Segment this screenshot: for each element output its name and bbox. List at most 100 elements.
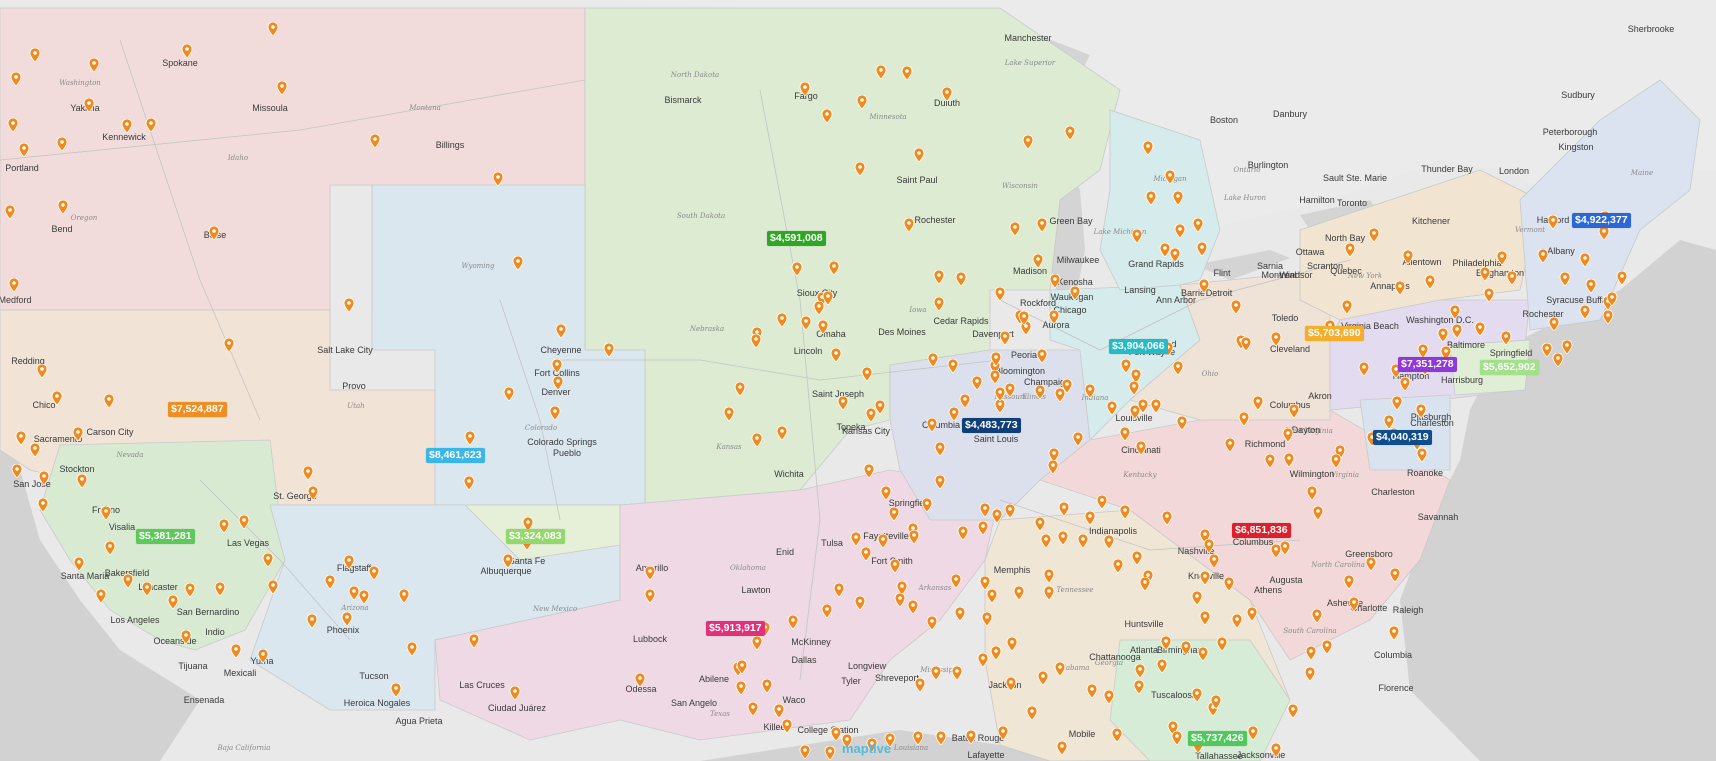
location-pin-icon[interactable] bbox=[1026, 706, 1038, 720]
location-pin-icon[interactable] bbox=[1150, 399, 1162, 413]
location-pin-icon[interactable] bbox=[991, 509, 1003, 523]
location-pin-icon[interactable] bbox=[1048, 310, 1060, 324]
location-pin-icon[interactable] bbox=[959, 394, 971, 408]
location-pin-icon[interactable] bbox=[15, 431, 27, 445]
location-pin-icon[interactable] bbox=[100, 506, 112, 520]
location-pin-icon[interactable] bbox=[1199, 611, 1211, 625]
location-pin-icon[interactable] bbox=[1288, 404, 1300, 418]
location-pin-icon[interactable] bbox=[267, 22, 279, 36]
location-pin-icon[interactable] bbox=[512, 256, 524, 270]
territory-total-label[interactable]: $7,351,278 bbox=[1398, 357, 1457, 372]
location-pin-icon[interactable] bbox=[1440, 346, 1452, 360]
location-pin-icon[interactable] bbox=[1365, 557, 1377, 571]
location-pin-icon[interactable] bbox=[238, 515, 250, 529]
location-pin-icon[interactable] bbox=[1131, 229, 1143, 243]
location-pin-icon[interactable] bbox=[761, 679, 773, 693]
location-pin-icon[interactable] bbox=[72, 427, 84, 441]
location-pin-icon[interactable] bbox=[880, 486, 892, 500]
location-pin-icon[interactable] bbox=[830, 348, 842, 362]
location-pin-icon[interactable] bbox=[468, 634, 480, 648]
location-pin-icon[interactable] bbox=[1270, 743, 1282, 757]
location-pin-icon[interactable] bbox=[776, 426, 788, 440]
location-pin-icon[interactable] bbox=[990, 646, 1002, 660]
location-pin-icon[interactable] bbox=[954, 607, 966, 621]
location-pin-icon[interactable] bbox=[821, 109, 833, 123]
location-pin-icon[interactable] bbox=[1072, 432, 1084, 446]
location-pin-icon[interactable] bbox=[1343, 575, 1355, 589]
location-pin-icon[interactable] bbox=[1616, 271, 1628, 285]
location-pin-icon[interactable] bbox=[1174, 224, 1186, 238]
location-pin-icon[interactable] bbox=[896, 581, 908, 595]
location-pin-icon[interactable] bbox=[267, 580, 279, 594]
location-pin-icon[interactable] bbox=[324, 575, 336, 589]
location-pin-icon[interactable] bbox=[603, 343, 615, 357]
location-pin-icon[interactable] bbox=[1279, 541, 1291, 555]
location-pin-icon[interactable] bbox=[341, 612, 353, 626]
location-pin-icon[interactable] bbox=[37, 498, 49, 512]
location-pin-icon[interactable] bbox=[1424, 275, 1436, 289]
location-pin-icon[interactable] bbox=[1579, 305, 1591, 319]
location-pin-icon[interactable] bbox=[874, 400, 886, 414]
location-pin-icon[interactable] bbox=[492, 172, 504, 186]
location-pin-icon[interactable] bbox=[343, 298, 355, 312]
location-pin-icon[interactable] bbox=[358, 590, 370, 604]
location-pin-icon[interactable] bbox=[181, 44, 193, 58]
location-pin-icon[interactable] bbox=[1197, 647, 1209, 661]
territory-total-label[interactable]: $4,483,773 bbox=[962, 418, 1021, 433]
territory-total-label[interactable]: $5,737,426 bbox=[1188, 731, 1247, 746]
location-pin-icon[interactable] bbox=[750, 334, 762, 348]
location-pin-icon[interactable] bbox=[552, 376, 564, 390]
location-pin-icon[interactable] bbox=[1103, 535, 1115, 549]
location-pin-icon[interactable] bbox=[1210, 695, 1222, 709]
location-pin-icon[interactable] bbox=[1018, 311, 1030, 325]
location-pin-icon[interactable] bbox=[1064, 126, 1076, 140]
location-pin-icon[interactable] bbox=[933, 297, 945, 311]
location-pin-icon[interactable] bbox=[1120, 359, 1132, 373]
location-pin-icon[interactable] bbox=[957, 526, 969, 540]
location-pin-icon[interactable] bbox=[1034, 385, 1046, 399]
location-pin-icon[interactable] bbox=[1043, 569, 1055, 583]
location-pin-icon[interactable] bbox=[307, 486, 319, 500]
location-pin-icon[interactable] bbox=[736, 660, 748, 674]
location-pin-icon[interactable] bbox=[1240, 337, 1252, 351]
location-pin-icon[interactable] bbox=[1230, 300, 1242, 314]
location-pin-icon[interactable] bbox=[10, 72, 22, 86]
location-pin-icon[interactable] bbox=[875, 65, 887, 79]
location-pin-icon[interactable] bbox=[1196, 242, 1208, 256]
location-pin-icon[interactable] bbox=[1054, 662, 1066, 676]
location-pin-icon[interactable] bbox=[1496, 251, 1508, 265]
location-pin-icon[interactable] bbox=[828, 261, 840, 275]
territory-total-label[interactable]: $3,324,083 bbox=[506, 529, 565, 544]
location-pin-icon[interactable] bbox=[1606, 292, 1618, 306]
location-pin-icon[interactable] bbox=[865, 408, 877, 422]
location-pin-icon[interactable] bbox=[921, 498, 933, 512]
location-pin-icon[interactable] bbox=[935, 731, 947, 745]
location-pin-icon[interactable] bbox=[1169, 248, 1181, 262]
location-pin-icon[interactable] bbox=[502, 554, 514, 568]
location-pin-icon[interactable] bbox=[56, 137, 68, 151]
location-pin-icon[interactable] bbox=[88, 58, 100, 72]
location-pin-icon[interactable] bbox=[1084, 384, 1096, 398]
location-pin-icon[interactable] bbox=[503, 387, 515, 401]
location-pin-icon[interactable] bbox=[1128, 381, 1140, 395]
location-pin-icon[interactable] bbox=[830, 727, 842, 741]
location-pin-icon[interactable] bbox=[1602, 310, 1614, 324]
location-pin-icon[interactable] bbox=[104, 541, 116, 555]
location-pin-icon[interactable] bbox=[776, 313, 788, 327]
location-pin-icon[interactable] bbox=[29, 443, 41, 457]
location-pin-icon[interactable] bbox=[1058, 502, 1070, 516]
location-pin-icon[interactable] bbox=[1057, 531, 1069, 545]
location-pin-icon[interactable] bbox=[1004, 383, 1016, 397]
location-pin-icon[interactable] bbox=[369, 134, 381, 148]
location-pin-icon[interactable] bbox=[223, 338, 235, 352]
location-pin-icon[interactable] bbox=[1287, 704, 1299, 718]
location-pin-icon[interactable] bbox=[1416, 448, 1428, 462]
location-pin-icon[interactable] bbox=[1559, 272, 1571, 286]
location-pin-icon[interactable] bbox=[994, 399, 1006, 413]
location-pin-icon[interactable] bbox=[854, 162, 866, 176]
location-pin-icon[interactable] bbox=[1223, 577, 1235, 591]
location-pin-icon[interactable] bbox=[1358, 362, 1370, 376]
location-pin-icon[interactable] bbox=[57, 200, 69, 214]
location-pin-icon[interactable] bbox=[950, 574, 962, 588]
location-pin-icon[interactable] bbox=[889, 559, 901, 573]
